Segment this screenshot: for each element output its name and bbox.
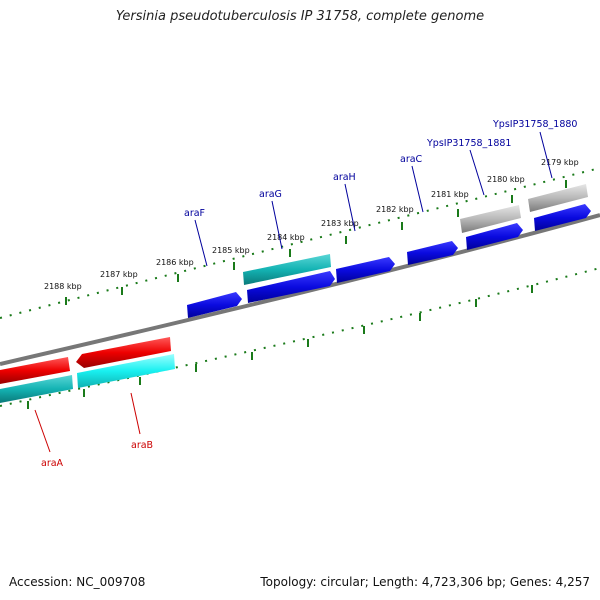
cog-araB — [77, 354, 175, 388]
gene-label-araC: araC — [400, 154, 423, 165]
cog-YpsIP31758_1880 — [528, 184, 588, 212]
cog-track-upper — [243, 184, 588, 285]
tick-label-2181: 2181 kbp — [431, 190, 469, 199]
cds-YpsIP31758_1881 — [466, 223, 523, 250]
leader-YpsIP31758_1880 — [539, 131, 553, 179]
cds-araA — [0, 357, 70, 384]
scale-major-ticks — [65, 180, 567, 305]
genome-backbone — [0, 213, 600, 366]
tick-label-2184: 2184 kbp — [267, 233, 305, 242]
gene-label-araH: araH — [333, 172, 356, 183]
gene-label-araF: araF — [184, 208, 205, 219]
scale-ruler-outer — [0, 167, 600, 319]
gene-label-araG: araG — [259, 189, 282, 200]
tick-label-2180: 2180 kbp — [487, 175, 525, 184]
scale-major-ticks-inner — [27, 285, 533, 409]
cog-araA — [0, 375, 73, 403]
gene-label-araA: araA — [41, 458, 64, 469]
tick-label-2186: 2186 kbp — [156, 258, 194, 267]
gene-leader-lines — [34, 131, 553, 453]
leader-YpsIP31758_1881 — [469, 149, 485, 196]
leader-araG — [271, 200, 283, 250]
cds-YpsIP31758_1880 — [534, 204, 591, 231]
gene-label-araB: araB — [131, 440, 153, 451]
tick-label-2188: 2188 kbp — [44, 282, 82, 291]
tick-label-2179: 2179 kbp — [541, 158, 579, 167]
cds-araC — [407, 241, 458, 265]
forward-cds-track — [187, 204, 591, 318]
leader-araC — [411, 165, 424, 213]
leader-araB — [130, 392, 141, 435]
gene-label-YpsIP31758_1880: YpsIP31758_1880 — [492, 119, 577, 130]
chart-title: Yersinia pseudotuberculosis IP 31758, co… — [115, 9, 485, 24]
cog-track-lower — [0, 354, 175, 403]
leader-araA — [34, 409, 51, 453]
genome-summary: Topology: circular; Length: 4,723,306 bp… — [260, 575, 590, 589]
tick-label-2187: 2187 kbp — [100, 270, 138, 279]
leader-araH — [344, 183, 356, 232]
tick-label-2182: 2182 kbp — [376, 205, 414, 214]
gene-label-YpsIP31758_1881: YpsIP31758_1881 — [426, 138, 511, 149]
cog-araG — [243, 254, 331, 285]
tick-label-2183: 2183 kbp — [321, 219, 359, 228]
cds-araG — [247, 271, 335, 303]
cds-araB — [76, 337, 171, 368]
accession-label: Accession: NC_009708 — [9, 575, 146, 589]
tick-label-2185: 2185 kbp — [212, 246, 250, 255]
gene-labels: araA araB araF araG araH araC YpsIP31758… — [41, 119, 577, 469]
reverse-cds-track — [0, 337, 171, 384]
cog-YpsIP31758_1881 — [460, 205, 521, 233]
cds-araH — [336, 257, 395, 283]
cds-araF — [187, 292, 242, 318]
scale-tick-labels: 2188 kbp 2187 kbp 2186 kbp 2185 kbp 2184… — [44, 158, 579, 291]
leader-araF — [194, 219, 208, 267]
